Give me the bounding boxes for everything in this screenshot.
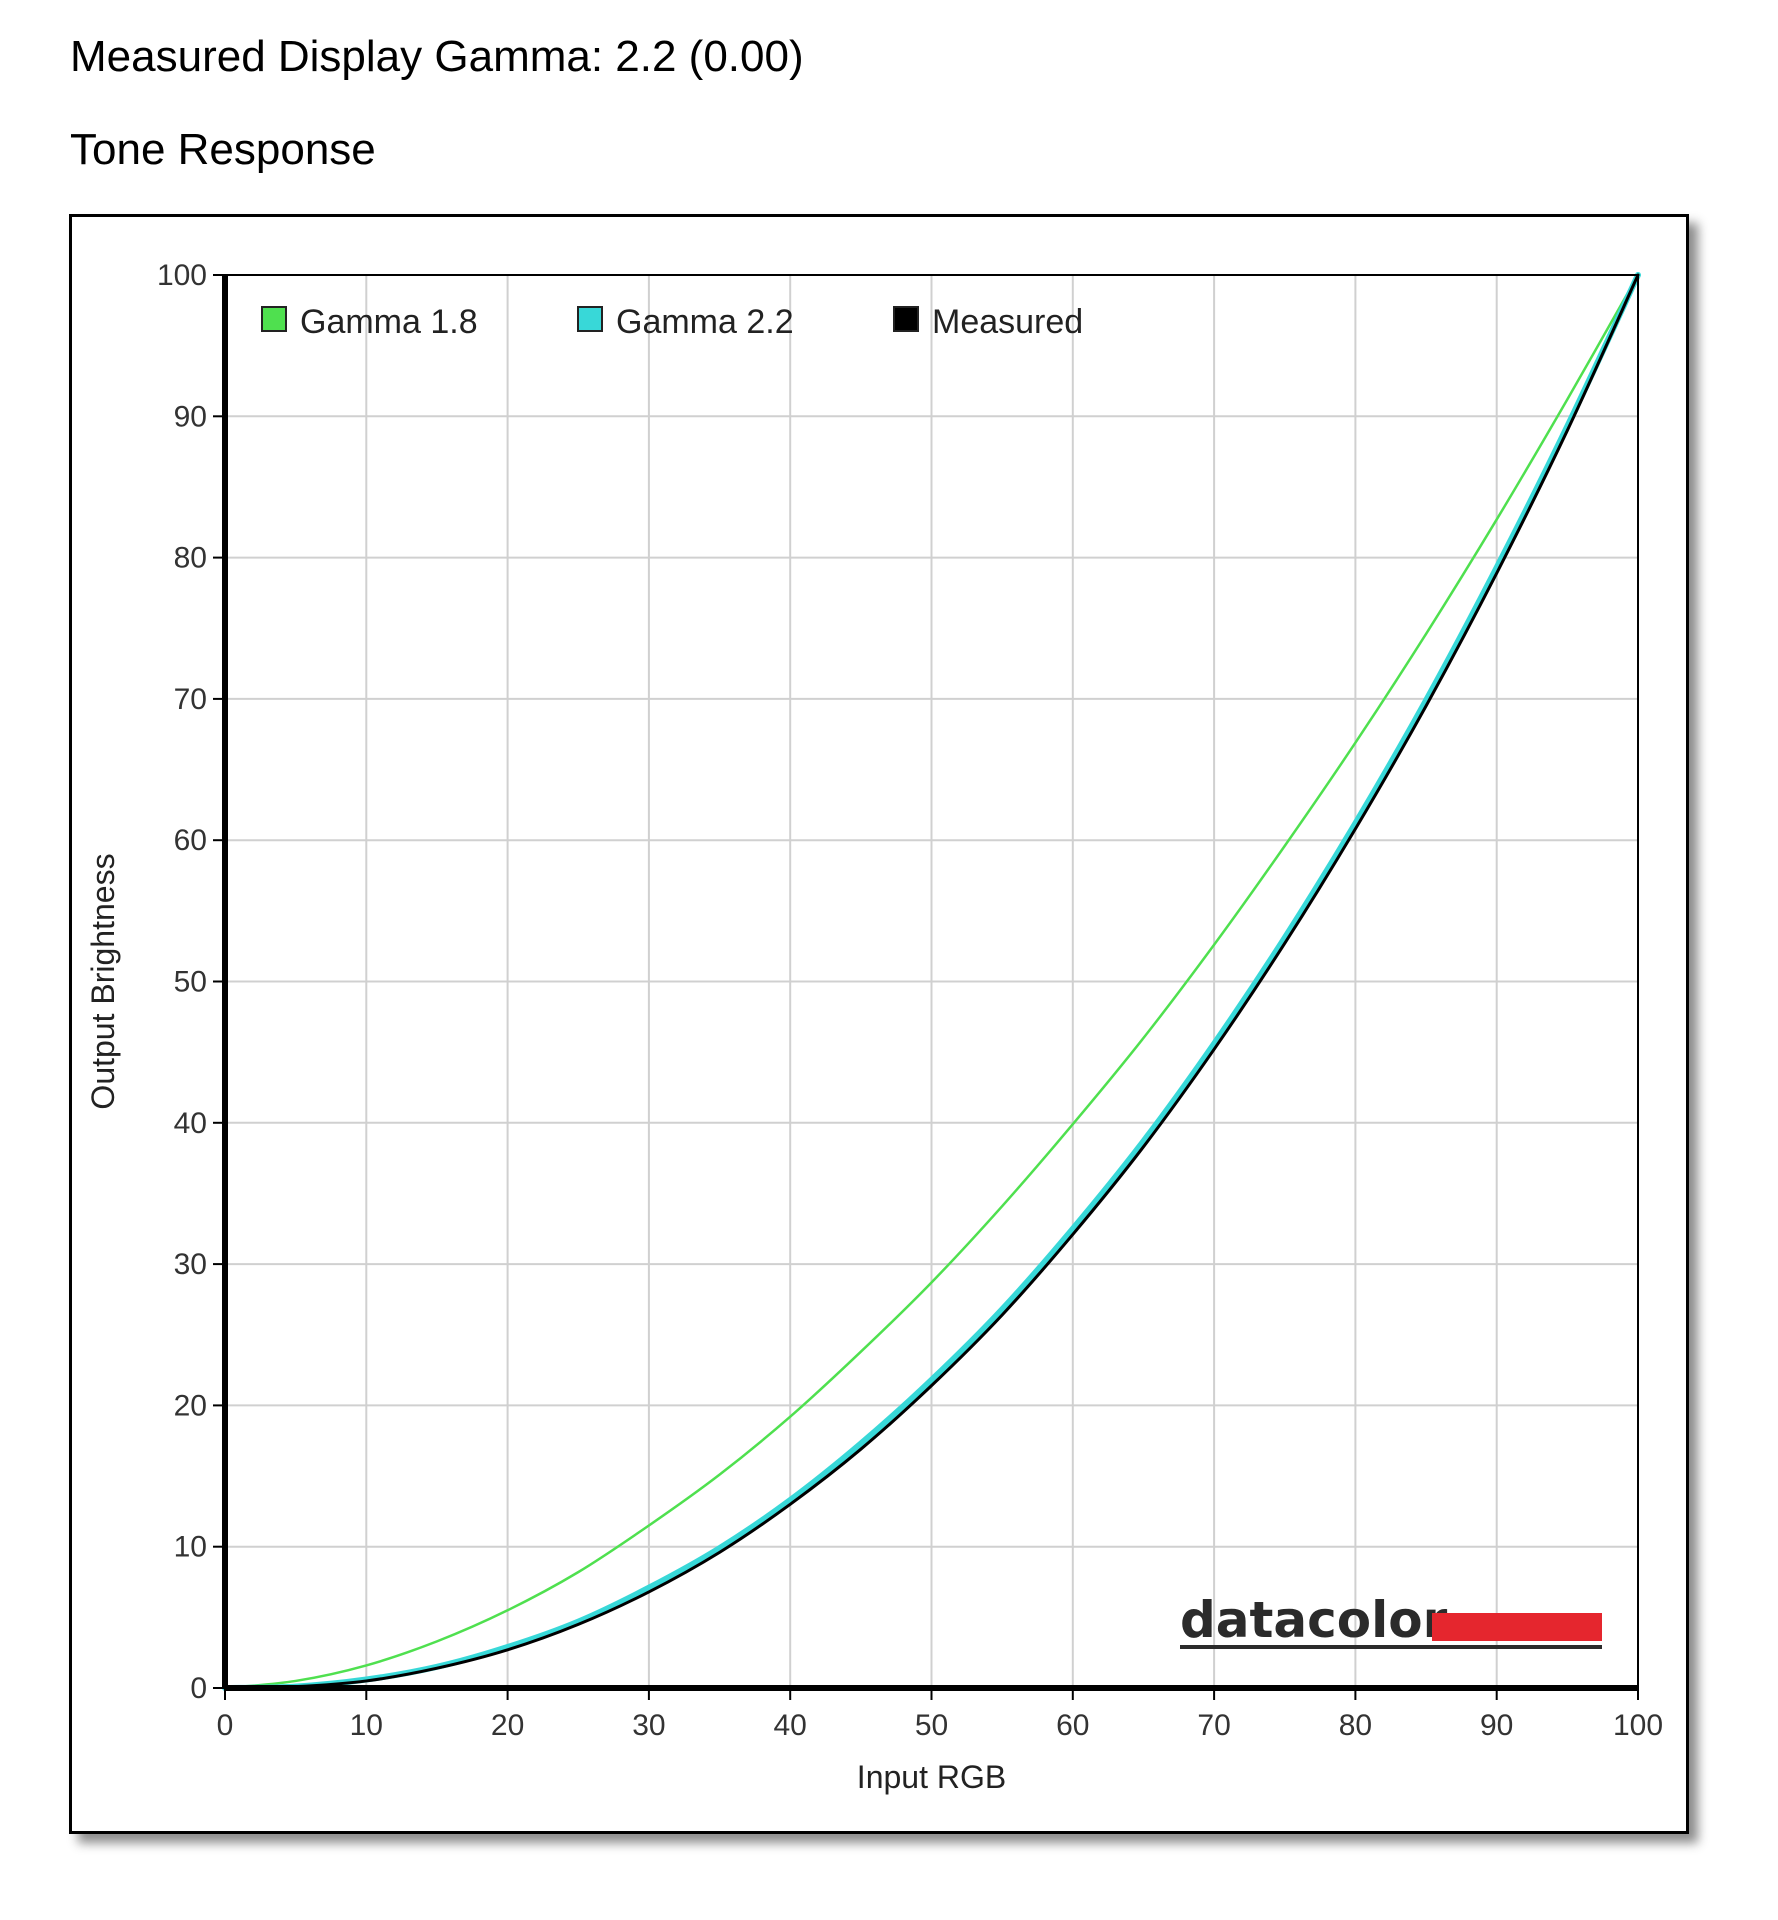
y-tick-label: 70 xyxy=(174,683,207,716)
x-tick-label: 60 xyxy=(1056,1709,1089,1742)
measured-gamma-heading: Measured Display Gamma: 2.2 (0.00) xyxy=(70,32,804,81)
y-axis-label: Output Brightness xyxy=(85,853,121,1109)
legend: Gamma 1.8 Gamma 2.2 Measured xyxy=(261,303,1083,341)
series-line-gamma-2-2 xyxy=(222,272,1641,1691)
x-tick-label: 10 xyxy=(350,1709,383,1742)
legend-label-gamma-2-2: Gamma 2.2 xyxy=(616,303,794,341)
y-tick-label: 40 xyxy=(174,1107,207,1140)
y-tick-label: 30 xyxy=(174,1248,207,1281)
y-tick-label: 50 xyxy=(174,966,207,999)
y-tick-label: 10 xyxy=(174,1531,207,1564)
tick-labels: 0 10 20 30 40 50 60 70 80 90 100 0 10 20 30 40 50 60 70 80 9… xyxy=(157,259,1663,1742)
x-tick-label: 50 xyxy=(915,1709,948,1742)
x-tick-label: 30 xyxy=(632,1709,665,1742)
grid-layer xyxy=(224,274,1639,1689)
y-tick-label: 90 xyxy=(174,400,207,433)
legend-swatch-gamma-2-2 xyxy=(577,306,603,332)
x-tick-label: 40 xyxy=(774,1709,807,1742)
datacolor-logo-text: datacolor xyxy=(1180,1591,1448,1649)
y-tick-label: 100 xyxy=(157,259,207,292)
x-tick-label: 70 xyxy=(1197,1709,1230,1742)
legend-swatch-gamma-1-8 xyxy=(261,306,287,332)
series-line-measured xyxy=(223,273,1640,1690)
datacolor-logo-underline xyxy=(1180,1645,1602,1649)
x-tick-label: 100 xyxy=(1613,1709,1663,1742)
y-tick-label: 80 xyxy=(174,542,207,575)
y-tick-label: 0 xyxy=(190,1672,207,1705)
datacolor-logo-bar xyxy=(1432,1613,1602,1641)
x-axis-label: Input RGB xyxy=(857,1759,1006,1795)
legend-label-gamma-1-8: Gamma 1.8 xyxy=(300,303,478,341)
x-tick-label: 0 xyxy=(217,1709,234,1742)
legend-label-measured: Measured xyxy=(932,303,1083,341)
series-line-gamma-1-8 xyxy=(223,273,1640,1690)
legend-swatch-measured xyxy=(893,306,919,332)
tone-response-chart: 0 10 20 30 40 50 60 70 80 90 100 0 10 20 30 40 50 60 70 80 9… xyxy=(69,214,1689,1834)
datacolor-logo: datacolor xyxy=(1180,1591,1602,1649)
y-tick-label: 60 xyxy=(174,824,207,857)
tone-response-chart-svg: 0 10 20 30 40 50 60 70 80 90 100 0 10 20 30 40 50 60 70 80 9… xyxy=(85,259,1663,1795)
axis-layer xyxy=(213,274,1639,1700)
tone-response-heading: Tone Response xyxy=(70,125,376,174)
y-tick-label: 20 xyxy=(174,1389,207,1422)
x-tick-label: 80 xyxy=(1339,1709,1372,1742)
x-tick-label: 20 xyxy=(491,1709,524,1742)
curve-layer xyxy=(222,272,1641,1691)
x-tick-label: 90 xyxy=(1480,1709,1513,1742)
